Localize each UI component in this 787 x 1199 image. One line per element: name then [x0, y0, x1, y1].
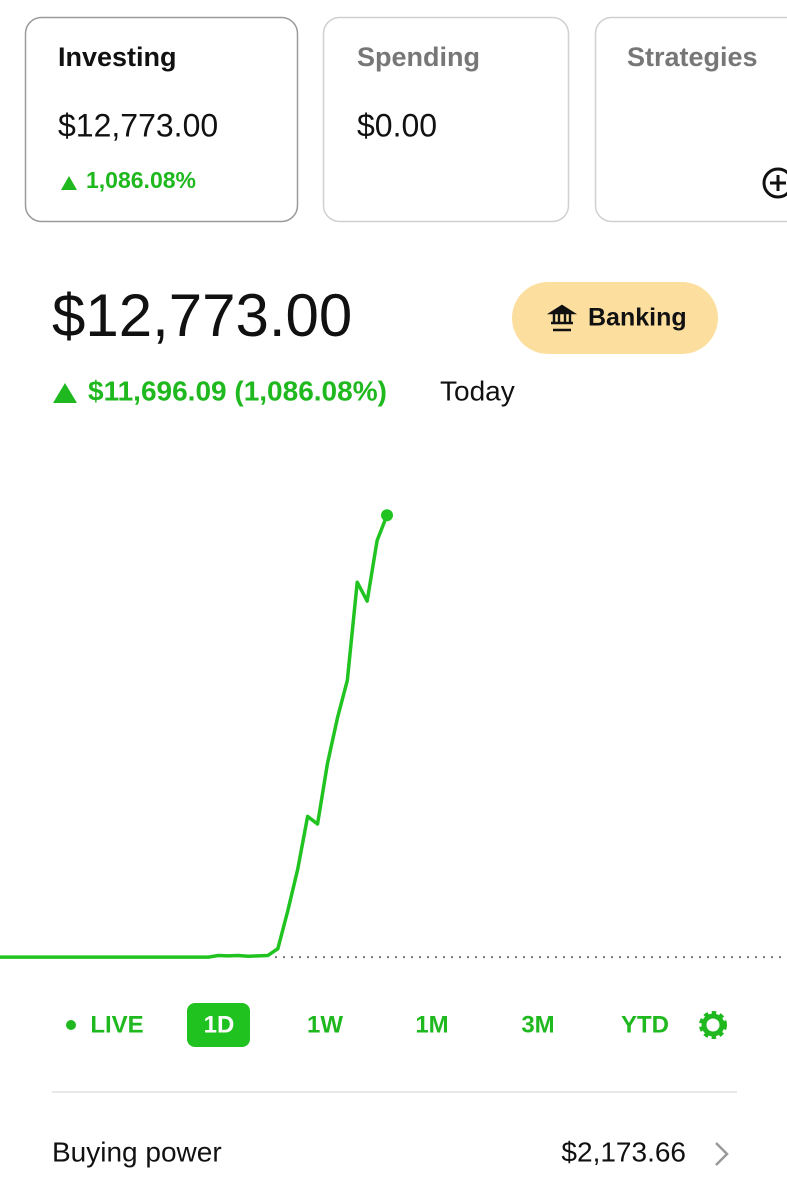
portfolio-value: $12,773.00: [52, 282, 352, 349]
tab-strategies[interactable]: Strategies: [594, 16, 787, 223]
tab-value: $0.00: [357, 107, 437, 143]
tab-card[interactable]: [594, 16, 787, 223]
tab-value: $12,773.00: [58, 107, 218, 143]
range-button[interactable]: 1D: [204, 1011, 235, 1038]
range-button[interactable]: 1M: [415, 1011, 448, 1038]
portfolio-period: Today: [440, 375, 515, 406]
tab-investing[interactable]: Investing $12,773.00 1,086.08%: [24, 16, 299, 223]
tab-card[interactable]: [322, 16, 570, 223]
tab-change: 1,086.08%: [86, 167, 196, 193]
tab-card[interactable]: [24, 16, 299, 223]
bank-icon: [546, 304, 578, 332]
banking-button[interactable]: Banking: [512, 282, 718, 354]
end-dot: [381, 509, 393, 522]
buying-power-label: Buying power: [52, 1136, 222, 1167]
range-button[interactable]: 3M: [521, 1011, 554, 1038]
settings-icon[interactable]: [699, 1011, 727, 1039]
portfolio-change: $11,696.09 (1,086.08%): [88, 375, 387, 406]
range-button[interactable]: LIVE: [90, 1011, 143, 1038]
range-button[interactable]: 1W: [307, 1011, 343, 1038]
selected-range-bg: [187, 1003, 250, 1047]
range-button[interactable]: YTD: [621, 1011, 669, 1038]
price-line: [0, 514, 389, 959]
buying-power-value: $2,173.66: [561, 1136, 686, 1167]
chevron: [715, 1142, 729, 1166]
gear-body: [701, 1013, 725, 1037]
buying-power-row[interactable]: Buying power $2,173.66: [52, 1136, 729, 1167]
up-arrow: [53, 383, 77, 403]
add-icon[interactable]: [762, 167, 787, 199]
add-icon-plus: [770, 175, 786, 191]
tab-title: Investing: [58, 42, 177, 72]
tab-title: Spending: [357, 42, 480, 72]
tab-title: Strategies: [627, 42, 758, 72]
up-arrow: [61, 176, 77, 190]
tab-spending[interactable]: Spending $0.00: [322, 16, 570, 223]
live-dot: [66, 1020, 76, 1030]
banking-label: Banking: [588, 304, 687, 332]
banking-pill[interactable]: [512, 282, 718, 354]
